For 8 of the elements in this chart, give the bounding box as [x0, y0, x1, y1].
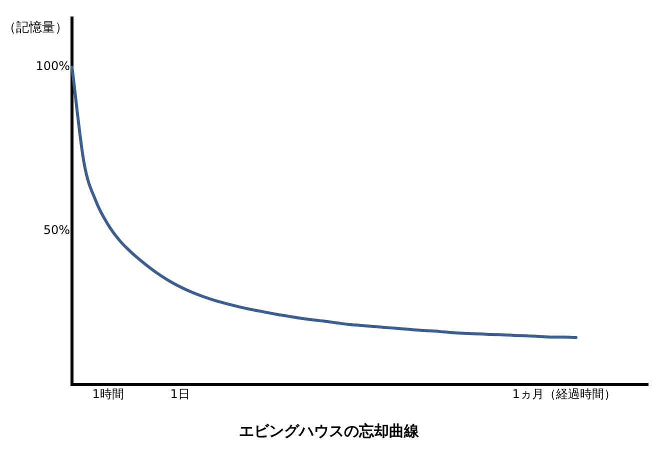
y-tick-label: 50%: [43, 222, 70, 237]
y-axis-title: （記憶量）: [3, 20, 68, 36]
y-tick-label: 100%: [36, 59, 70, 74]
line-series: [70, 66, 578, 339]
text: エビングハウスの忘却曲線: [239, 422, 420, 440]
x-tick-label: 1日: [170, 386, 190, 401]
x-tick-label: 1ヵ月（経過時間）: [512, 386, 616, 401]
x-tick-label: 1時間: [92, 386, 124, 401]
